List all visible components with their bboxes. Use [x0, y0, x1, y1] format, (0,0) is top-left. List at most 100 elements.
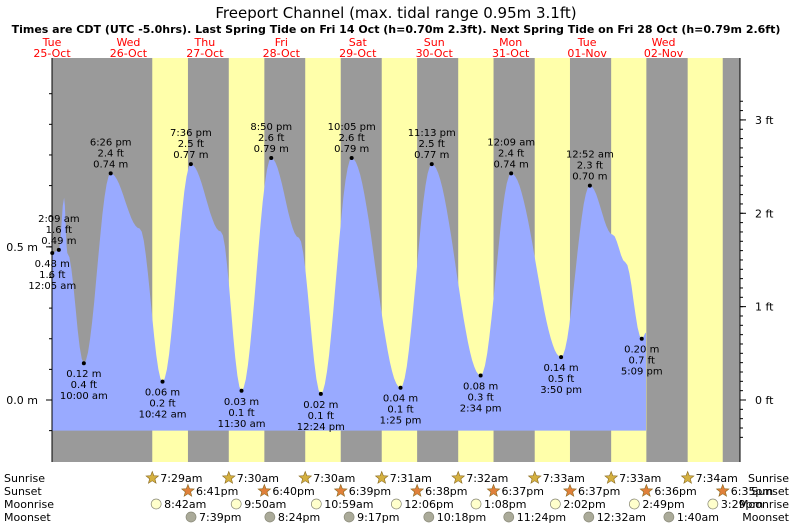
moonset-icon	[264, 511, 276, 523]
sunset-icon	[257, 483, 272, 497]
moonset-time: 11:24pm	[517, 511, 566, 524]
tide-event-point	[50, 250, 55, 255]
tide-event-label: 0.77 m	[173, 150, 208, 161]
tide-event-point	[239, 388, 244, 393]
tide-event-label: 0.5 ft	[548, 374, 574, 385]
moonrise-icon	[310, 498, 322, 510]
moonrise-time: 8:42am	[164, 498, 206, 511]
chart-subtitle: Times are CDT (UTC -5.0hrs). Last Spring…	[12, 23, 781, 36]
tide-event-point	[559, 355, 564, 360]
sunset-icon	[486, 483, 501, 497]
tide-event-point	[318, 391, 323, 396]
moonset-icon	[583, 511, 595, 523]
sunrise-icon	[374, 470, 389, 484]
moonrise-row-label-right: Moonrise	[739, 498, 789, 511]
tide-event-label: 0.48 m	[35, 259, 70, 270]
axis-ticks: 0.0 m 0.5 m 0 ft 1 ft 2 ft 3 ft	[6, 93, 774, 438]
day-labels: Tue25-OctWed26-OctThu27-OctFri28-OctSat2…	[33, 36, 683, 60]
tide-event-point	[509, 171, 514, 176]
tide-event-label: 8:50 pm	[250, 122, 292, 133]
moonset-icon	[423, 511, 435, 523]
tide-event-point	[639, 336, 644, 341]
sunset-icon	[639, 483, 654, 497]
left-axis-tick-label: 0.5 m	[6, 241, 38, 254]
moonset-icon	[185, 511, 197, 523]
daylight-band	[687, 58, 723, 462]
tide-event-point	[478, 373, 483, 378]
sunrise-time: 7:30am	[237, 472, 279, 485]
tide-event-label: 12:52 am	[566, 150, 614, 161]
tide-event-label: 0.7 ft	[629, 356, 655, 367]
sunset-time: 6:38pm	[425, 485, 467, 498]
tide-event-label: 10:05 pm	[328, 122, 376, 133]
moonrise-time: 2:02pm	[563, 498, 605, 511]
tide-event-point	[349, 156, 354, 161]
tide-event-label: 3:50 pm	[540, 385, 582, 396]
sunset-time: 6:39pm	[349, 485, 391, 498]
moonrise-icon	[390, 498, 402, 510]
tide-event-label: 0.1 ft	[387, 405, 413, 416]
sunset-time: 6:35pm	[731, 485, 773, 498]
day-of-week-label: Mon	[499, 36, 522, 49]
day-of-week-label: Tue	[42, 36, 62, 49]
moonset-icon	[343, 511, 355, 523]
day-of-week-label: Thu	[194, 36, 216, 49]
tide-event-point	[81, 361, 86, 366]
sunrise-time: 7:33am	[619, 472, 661, 485]
sunrise-row-label-left: Sunrise	[4, 472, 45, 485]
moonrise-time: 12:06pm	[404, 498, 453, 511]
tide-event-label: 2.4 ft	[98, 148, 124, 159]
sunset-time: 6:40pm	[272, 485, 314, 498]
sunrise-time: 7:30am	[313, 472, 355, 485]
tide-event-label: 0.1 ft	[228, 408, 254, 419]
tide-event-label: 0.02 m	[303, 400, 338, 411]
moonrise-time: 2:49pm	[642, 498, 684, 511]
moonset-time: 9:17pm	[357, 511, 399, 524]
date-label: 26-Oct	[110, 47, 148, 60]
sunrise-time: 7:34am	[696, 472, 738, 485]
sunset-icon	[563, 483, 577, 497]
moonrise-icon	[150, 498, 162, 510]
tide-event-label: 0.2 ft	[149, 399, 175, 410]
sunset-icon	[180, 483, 195, 497]
sunset-time: 6:37pm	[578, 485, 620, 498]
tide-event-label: 0.20 m	[624, 345, 659, 356]
tide-event-label: 2.3 ft	[577, 161, 603, 172]
tide-event-label: 0.70 m	[572, 172, 607, 183]
tide-area	[52, 158, 646, 431]
tide-event-label: 0.79 m	[334, 144, 369, 155]
moonset-time: 10:18pm	[437, 511, 486, 524]
moonrise-icon	[550, 498, 561, 510]
day-of-week-label: Wed	[652, 36, 676, 49]
sunrise-icon	[451, 470, 466, 484]
sunrise-icon	[145, 470, 160, 484]
date-label: 31-Oct	[492, 47, 530, 60]
moonset-time: 8:24pm	[278, 511, 320, 524]
sunset-time: 6:36pm	[654, 485, 696, 498]
moonrise-row-label-left: Moonrise	[4, 498, 54, 511]
tide-event-label: 2:34 pm	[460, 403, 502, 414]
tide-height-area	[52, 158, 646, 431]
sunrise-icon	[604, 470, 619, 484]
date-label: 28-Oct	[263, 47, 301, 60]
tide-event-label: 2.6 ft	[338, 133, 364, 144]
sunset-icon	[410, 483, 425, 497]
tide-event-point	[587, 183, 592, 188]
tide-event-label: 0.74 m	[93, 159, 128, 170]
sunset-row-label-left: Sunset	[4, 485, 42, 498]
tide-event-label: 0.3 ft	[467, 392, 493, 403]
sunrise-time: 7:29am	[160, 472, 202, 485]
tide-event-point	[108, 171, 113, 176]
moonset-icon	[503, 511, 515, 523]
tide-event-label: 6:26 pm	[90, 137, 132, 148]
moonrise-icon	[707, 498, 719, 510]
tide-event-label: 10:00 am	[60, 391, 108, 402]
tide-event-point	[160, 379, 165, 384]
sunset-row-label-right: Sunset	[751, 485, 789, 498]
moonrise-time: 3:29pm	[721, 498, 763, 511]
moonset-time: 7:39pm	[199, 511, 241, 524]
left-axis-tick-label: 0.0 m	[6, 394, 38, 407]
moonset-time: 12:32am	[597, 511, 646, 524]
